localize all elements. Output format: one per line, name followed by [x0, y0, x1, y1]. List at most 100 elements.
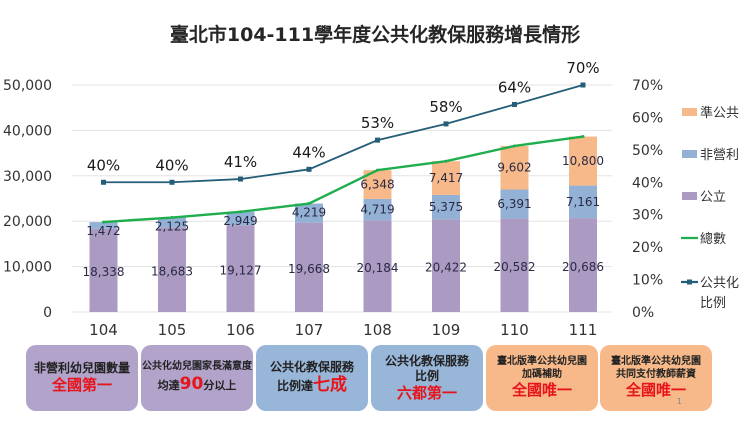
ratio-data-label: 40% — [155, 156, 188, 174]
bar-segment — [226, 225, 255, 312]
bar-segment — [295, 222, 323, 312]
bar-segment — [89, 222, 118, 229]
legend-label: 公立 — [700, 190, 726, 205]
ratio-data-label: 41% — [224, 153, 257, 171]
bar-data-label: 9,602 — [497, 161, 531, 175]
x-axis-tick-label: 107 — [295, 321, 324, 339]
ratio-point — [512, 101, 517, 107]
highlight-text: 公共化教保服務 — [269, 359, 354, 374]
bar-segment — [363, 198, 392, 221]
total-point — [307, 202, 311, 206]
right-axis-tick-label: 60% — [632, 110, 663, 126]
bar-segment — [500, 189, 529, 219]
ratio-data-label: 44% — [292, 143, 325, 161]
bar-segment — [500, 145, 529, 190]
left-axis-tick-label: 10,000 — [3, 260, 52, 276]
ratio-line — [103, 84, 584, 184]
bar-segment — [432, 219, 460, 312]
ratio-data-label: 40% — [87, 156, 120, 174]
ratio-point — [238, 176, 243, 182]
bar-data-label: 20,582 — [494, 260, 536, 274]
legend-swatch — [682, 150, 697, 158]
legend-label: 比例 — [700, 296, 726, 311]
page-number: 1 — [676, 397, 682, 406]
bar-segment — [295, 203, 323, 223]
highlight-text-2: 比例 — [414, 368, 439, 383]
total-point — [581, 135, 585, 139]
x-axis-tick-label: 109 — [432, 321, 461, 339]
highlight-text-2: 加碼補助 — [522, 368, 562, 380]
right-axis-tick-label: 10% — [632, 273, 663, 289]
bar-segment — [569, 136, 597, 186]
bar-data-label: 1,472 — [86, 224, 120, 238]
highlight-emphasis: 七成 — [313, 374, 347, 395]
total-line — [103, 135, 584, 224]
bar-data-label: 7,161 — [566, 195, 600, 209]
bar-data-label: 20,686 — [562, 260, 604, 274]
legend-marker — [687, 279, 692, 285]
bar-data-label: 19,127 — [220, 263, 262, 277]
total-point — [376, 168, 379, 172]
total-point — [170, 216, 174, 220]
highlight-box-quasi-public-subsidy: 臺北版準公共幼兒園 加碼補助 全國唯一 — [486, 345, 598, 411]
ratio-point — [375, 137, 380, 143]
highlight-box-quasi-public-salary: 臺北版準公共幼兒園 共同支付教師薪資 全國唯一 1 — [600, 345, 712, 411]
ratio-point — [101, 179, 106, 185]
bar-data-label: 19,668 — [288, 262, 330, 276]
highlight-inline: 比例達七成 — [277, 375, 347, 396]
bar-segment — [432, 161, 460, 195]
chart-title: 臺北市104-111學年度公共化教保服務增長情形 — [169, 24, 581, 46]
highlight-inline-pre: 比例達 — [276, 378, 313, 393]
right-axis-tick-label: 50% — [632, 143, 663, 159]
bar-data-label: 2,949 — [223, 214, 257, 228]
legend-label: 公共化 — [700, 276, 739, 291]
total-point — [444, 159, 448, 163]
highlight-text: 臺北版準公共幼兒園 — [611, 356, 701, 368]
total-point — [513, 144, 516, 148]
ratio-point — [580, 82, 586, 88]
bar-data-label: 18,683 — [151, 264, 193, 278]
bar-segment — [363, 220, 392, 312]
x-axis-tick-label: 110 — [500, 321, 529, 339]
left-axis-tick-label: 30,000 — [3, 169, 52, 185]
highlight-text: 公共化幼兒園家長滿意度 — [142, 361, 252, 373]
bar-data-label: 18,338 — [83, 265, 125, 279]
highlight-emphasis: 全國唯一 — [625, 381, 686, 400]
x-axis-tick-label: 105 — [158, 321, 187, 339]
highlight-box-six-cities: 公共化教保服務 比例 六都第一 — [371, 345, 483, 411]
legend-label: 準公共 — [700, 105, 739, 121]
highlight-emphasis: 全國唯一 — [511, 381, 572, 400]
highlight-boxes: 非營利幼兒園數量 全國第一 公共化幼兒園家長滿意度 均達90分以上 公共化教保服… — [0, 345, 750, 411]
bar-segment — [432, 194, 460, 220]
bar-data-label: 10,800 — [562, 154, 604, 168]
highlight-box-nonprofit-count: 非營利幼兒園數量 全國第一 — [26, 345, 138, 411]
right-axis-tick-label: 0% — [632, 305, 654, 321]
chart-plot: 0 10,000 20,000 30,000 40,000 50,000 0% 10% 20% 3… — [3, 59, 739, 339]
bar-segment — [569, 218, 597, 312]
highlight-emphasis: 六都第一 — [396, 383, 457, 402]
ratio-data-label: 70% — [566, 59, 599, 77]
highlight-inline-post: 分以上 — [203, 378, 237, 392]
bar-segment — [569, 185, 597, 219]
left-axis-tick-label: 20,000 — [3, 214, 52, 230]
bar-segment — [500, 218, 529, 312]
bar-data-label: 4,219 — [292, 206, 326, 220]
ratio-data-label: 58% — [429, 98, 462, 116]
x-axis-tick-label: 104 — [89, 321, 118, 339]
bar-segment — [158, 227, 186, 312]
highlight-text-2: 共同支付教師薪資 — [616, 368, 696, 380]
left-axis-tick-label: 40,000 — [3, 123, 52, 139]
bar-data-label: 20,184 — [357, 261, 399, 275]
ratio-data-label: 53% — [361, 114, 394, 132]
ratio-point — [306, 166, 312, 172]
bar-data-label: 7,417 — [429, 171, 463, 185]
right-axis-tick-label: 20% — [632, 240, 663, 256]
bar-data-label: 5,375 — [429, 200, 463, 214]
highlight-text: 臺北版準公共幼兒園 — [497, 356, 587, 368]
legend-swatch — [682, 192, 697, 200]
ratio-point — [169, 179, 175, 185]
right-axis-tick-label: 40% — [632, 175, 663, 191]
bar-segment — [89, 228, 118, 312]
left-axis-tick-label: 0 — [43, 305, 52, 321]
highlight-box-public-ratio: 公共化教保服務 比例達七成 — [256, 345, 368, 411]
